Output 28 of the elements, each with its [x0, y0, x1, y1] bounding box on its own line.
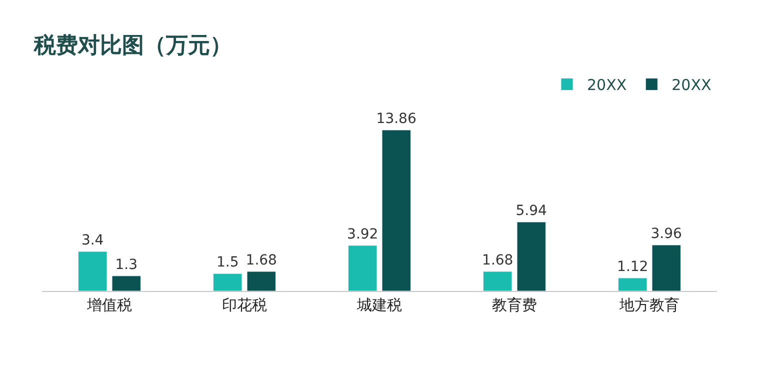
x-tick-label: 地方教育	[618, 296, 680, 314]
x-tick-label: 增值税	[86, 296, 132, 314]
bar	[382, 130, 411, 291]
bar	[516, 222, 546, 291]
data-label: 1.12	[617, 258, 648, 275]
data-label: 3.4	[81, 232, 104, 249]
bar	[213, 273, 242, 291]
bar	[78, 251, 108, 291]
bar	[483, 271, 512, 291]
data-label: 13.86	[376, 111, 416, 127]
legend-label: 20XX	[672, 76, 712, 94]
x-tick-label: 印花税	[222, 296, 267, 314]
legend-label: 20XX	[587, 76, 627, 94]
bar	[348, 245, 378, 291]
data-label: 3.96	[650, 226, 682, 242]
bar	[652, 244, 681, 291]
data-label: 1.68	[482, 252, 514, 268]
bar	[112, 276, 141, 291]
bar	[246, 271, 276, 291]
data-label: 1.5	[216, 254, 239, 271]
data-label: 1.68	[246, 252, 277, 268]
bar	[618, 278, 648, 291]
chart-title: 税费对比图（万元）	[33, 34, 232, 58]
data-label: 3.92	[347, 226, 378, 242]
x-tick-label: 城建税	[356, 296, 402, 314]
data-label: 1.3	[115, 256, 138, 273]
data-label: 5.94	[516, 203, 548, 219]
x-tick-label: 教育费	[492, 296, 537, 314]
